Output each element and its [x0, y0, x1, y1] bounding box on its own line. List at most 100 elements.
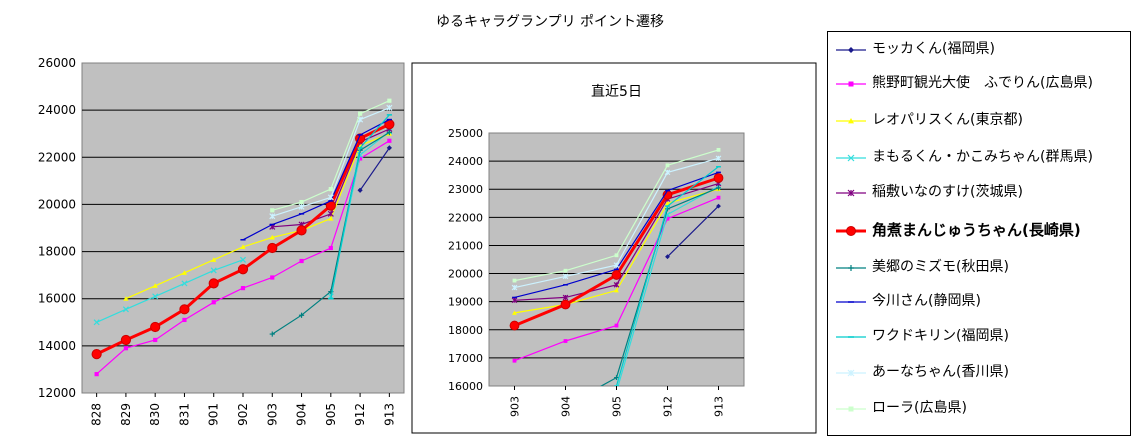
data-point-laura	[299, 199, 304, 205]
y-tick-label: 16000	[38, 292, 76, 306]
y-tick-label: 12000	[38, 386, 76, 400]
legend-marker-mamoru	[847, 154, 855, 162]
y-tick-label: 16000	[448, 380, 483, 393]
data-point-mamoru	[239, 256, 247, 263]
x-tick-label: 830	[148, 403, 162, 426]
data-point-kakuni	[713, 173, 724, 183]
legend-label: 角煮まんじゅうちゃん(長崎県)	[872, 221, 1081, 239]
data-point-reo	[328, 215, 334, 221]
data-point-laura	[270, 208, 275, 213]
legend-swatch-imagawa	[836, 301, 866, 303]
data-point-ana	[664, 169, 671, 176]
x-tick-label: 913	[713, 396, 726, 417]
data-point-kumano	[357, 156, 363, 161]
data-point-reo	[152, 283, 158, 288]
data-point-mokka	[716, 203, 721, 209]
legend-label: 美郷のミズモ(秋田県)	[872, 259, 1009, 275]
data-point-kakuni	[237, 264, 249, 275]
legend-label: 稲敷いなのすけ(茨城県)	[872, 184, 1023, 200]
data-point-mamoru	[122, 306, 129, 313]
data-point-misato	[269, 331, 275, 337]
series-line-imagawa	[242, 119, 390, 241]
data-point-reo	[665, 200, 670, 206]
data-point-laura	[665, 163, 670, 168]
series-line-misato	[600, 187, 719, 386]
data-point-kumano	[123, 346, 129, 351]
legend-marker-reo	[848, 118, 854, 124]
data-point-kumano	[270, 275, 275, 280]
legend-swatch-mamoru	[836, 154, 866, 162]
legend-marker-kakuni	[846, 226, 856, 236]
data-point-kumano	[563, 339, 568, 343]
data-point-laura	[614, 253, 619, 258]
data-point-kakuni	[91, 349, 102, 360]
legend-swatch-wakudo	[836, 336, 866, 338]
plot-area	[81, 62, 405, 394]
data-point-ana	[269, 213, 276, 220]
y-tick-label: 25000	[448, 127, 483, 140]
data-point-kakuni	[296, 225, 307, 236]
data-point-kumano	[387, 138, 392, 143]
data-point-mokka	[357, 187, 363, 193]
data-point-ana	[327, 194, 334, 201]
legend-label: あーなちゃん(香川県)	[872, 364, 1009, 380]
data-point-kakuni	[120, 334, 132, 346]
data-point-kakuni	[150, 321, 161, 333]
data-point-reo	[123, 296, 129, 301]
subchart-title: 直近5日	[591, 83, 642, 100]
y-tick-label: 20000	[448, 268, 483, 281]
data-point-kakuni	[611, 270, 622, 280]
x-tick-label: 903	[265, 403, 279, 426]
data-point-kumano	[716, 195, 721, 200]
data-point-mamoru	[93, 319, 100, 326]
legend-marker-misato	[848, 265, 854, 271]
legend-swatch-laura	[836, 406, 866, 412]
y-tick-label: 24000	[448, 155, 483, 168]
y-tick-label: 22000	[448, 211, 483, 224]
data-point-kumano	[299, 258, 304, 264]
data-point-mamoru	[181, 280, 188, 287]
data-point-laura	[716, 147, 721, 152]
data-point-inashiki	[613, 281, 620, 288]
x-tick-label: 831	[177, 403, 191, 426]
data-point-reo	[211, 257, 217, 262]
data-point-kumano	[328, 245, 333, 251]
data-point-reo	[614, 288, 619, 293]
data-point-kakuni	[267, 242, 278, 254]
legend-swatch-misato	[836, 265, 866, 271]
data-point-misato	[614, 375, 619, 380]
data-point-misato	[298, 312, 305, 318]
legend-swatch-kakuni	[836, 226, 866, 236]
x-tick-label: 905	[324, 403, 338, 426]
data-point-kakuni	[560, 299, 571, 310]
data-point-ana	[298, 203, 305, 210]
x-tick-label: 904	[560, 396, 573, 417]
legend-label: まもるくん・かこみちゃん(群馬県)	[872, 149, 1093, 165]
data-point-kumano	[153, 337, 158, 343]
data-point-kumano	[182, 317, 187, 323]
recent-5-days-chart: 16000 17000 18000 19000 20000 21000 22000 23000…	[411, 62, 817, 434]
series-line-mokka	[667, 205, 719, 258]
y-tick-label: 17000	[448, 352, 483, 365]
data-point-ana	[386, 104, 393, 111]
data-point-kumano	[614, 323, 619, 328]
x-tick-label: 904	[295, 403, 309, 426]
data-point-reo	[181, 270, 188, 275]
data-point-mokka	[665, 254, 670, 260]
y-tick-label: 26000	[38, 56, 76, 70]
legend: モッカくん(福岡県) 熊野町観光大使 ふでりん(広島県) レオパリスくん(東京都) ま…	[827, 31, 1131, 436]
plot-area	[488, 132, 745, 387]
data-point-inashiki	[327, 210, 334, 217]
y-tick-label: 23000	[448, 183, 483, 196]
data-point-kakuni	[179, 304, 190, 315]
x-tick-label: 912	[353, 403, 367, 426]
x-tick-label: 829	[119, 403, 133, 426]
data-point-reo	[269, 234, 275, 240]
y-tick-label: 22000	[38, 150, 76, 164]
x-tick-label: 901	[207, 403, 221, 426]
legend-swatch-mokka	[836, 47, 866, 53]
y-tick-label: 21000	[448, 239, 483, 252]
data-point-ana	[613, 262, 620, 268]
